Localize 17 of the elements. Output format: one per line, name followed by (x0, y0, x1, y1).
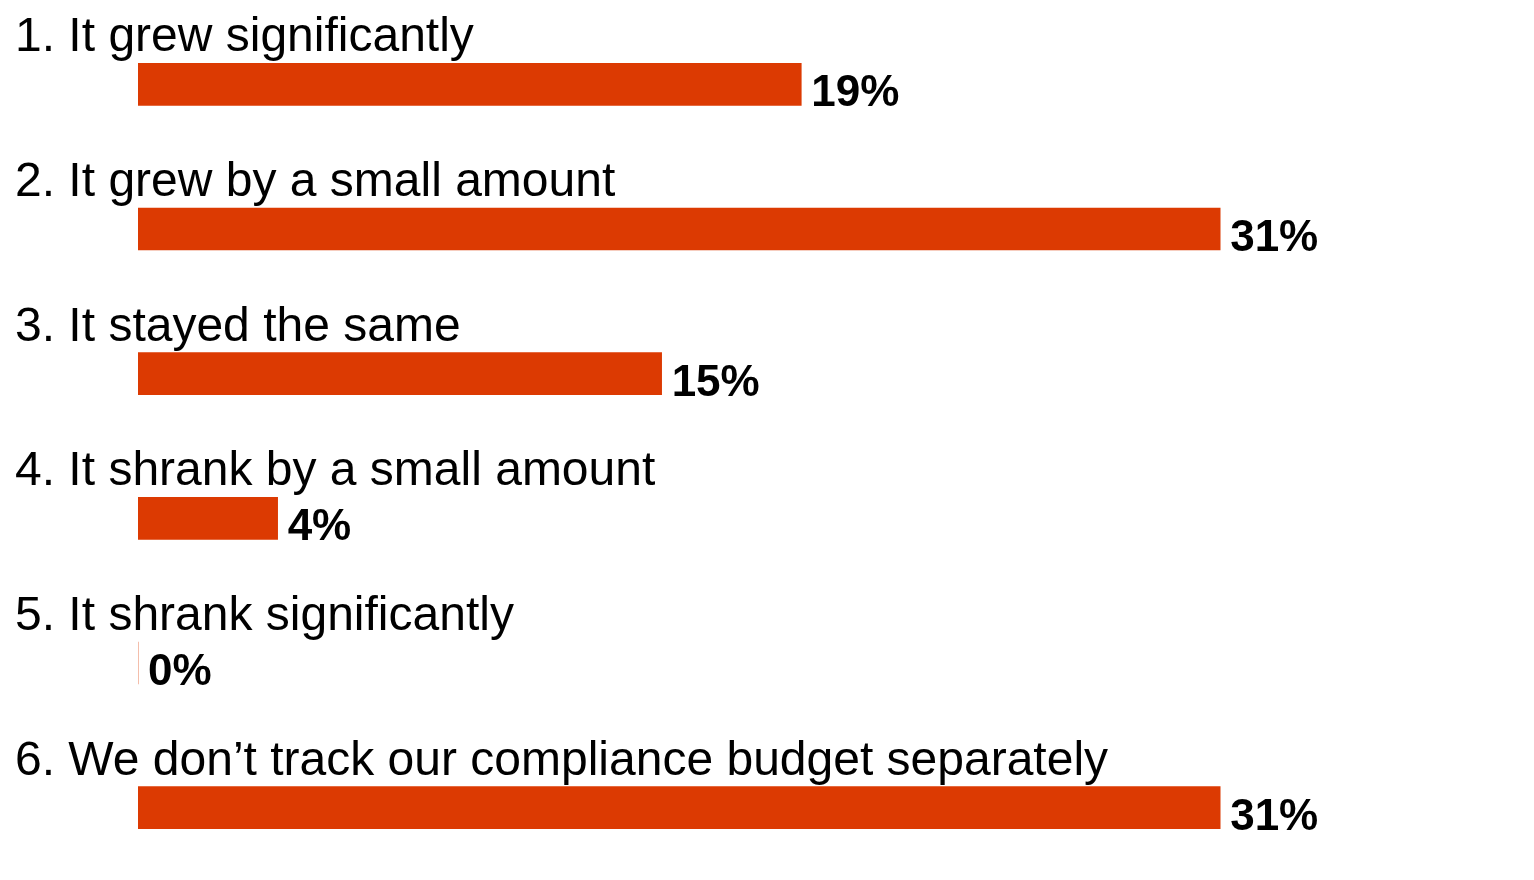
y-tick-label: 2. It grew by a small amount (15, 153, 616, 206)
data-label: 31% (1230, 211, 1319, 261)
y-tick-label: 4. It shrank by a small amount (15, 442, 656, 496)
bar (138, 63, 802, 106)
y-tick-label: 1. It grew significantly (15, 8, 474, 62)
data-label: 15% (671, 355, 760, 405)
data-label: 0% (148, 645, 212, 695)
bar (138, 786, 1221, 829)
data-label: 31% (1230, 789, 1319, 839)
data-label: 4% (287, 500, 352, 550)
y-tick-label: 5. It shrank significantly (15, 587, 514, 640)
data-label: 19% (811, 66, 900, 116)
y-tick-label: 3. It stayed the same (15, 297, 461, 351)
bar (138, 352, 662, 395)
y-tick-label: 6. We don’t track our compliance budget separately (15, 731, 1109, 785)
bar (138, 497, 278, 540)
bar (138, 207, 1221, 251)
